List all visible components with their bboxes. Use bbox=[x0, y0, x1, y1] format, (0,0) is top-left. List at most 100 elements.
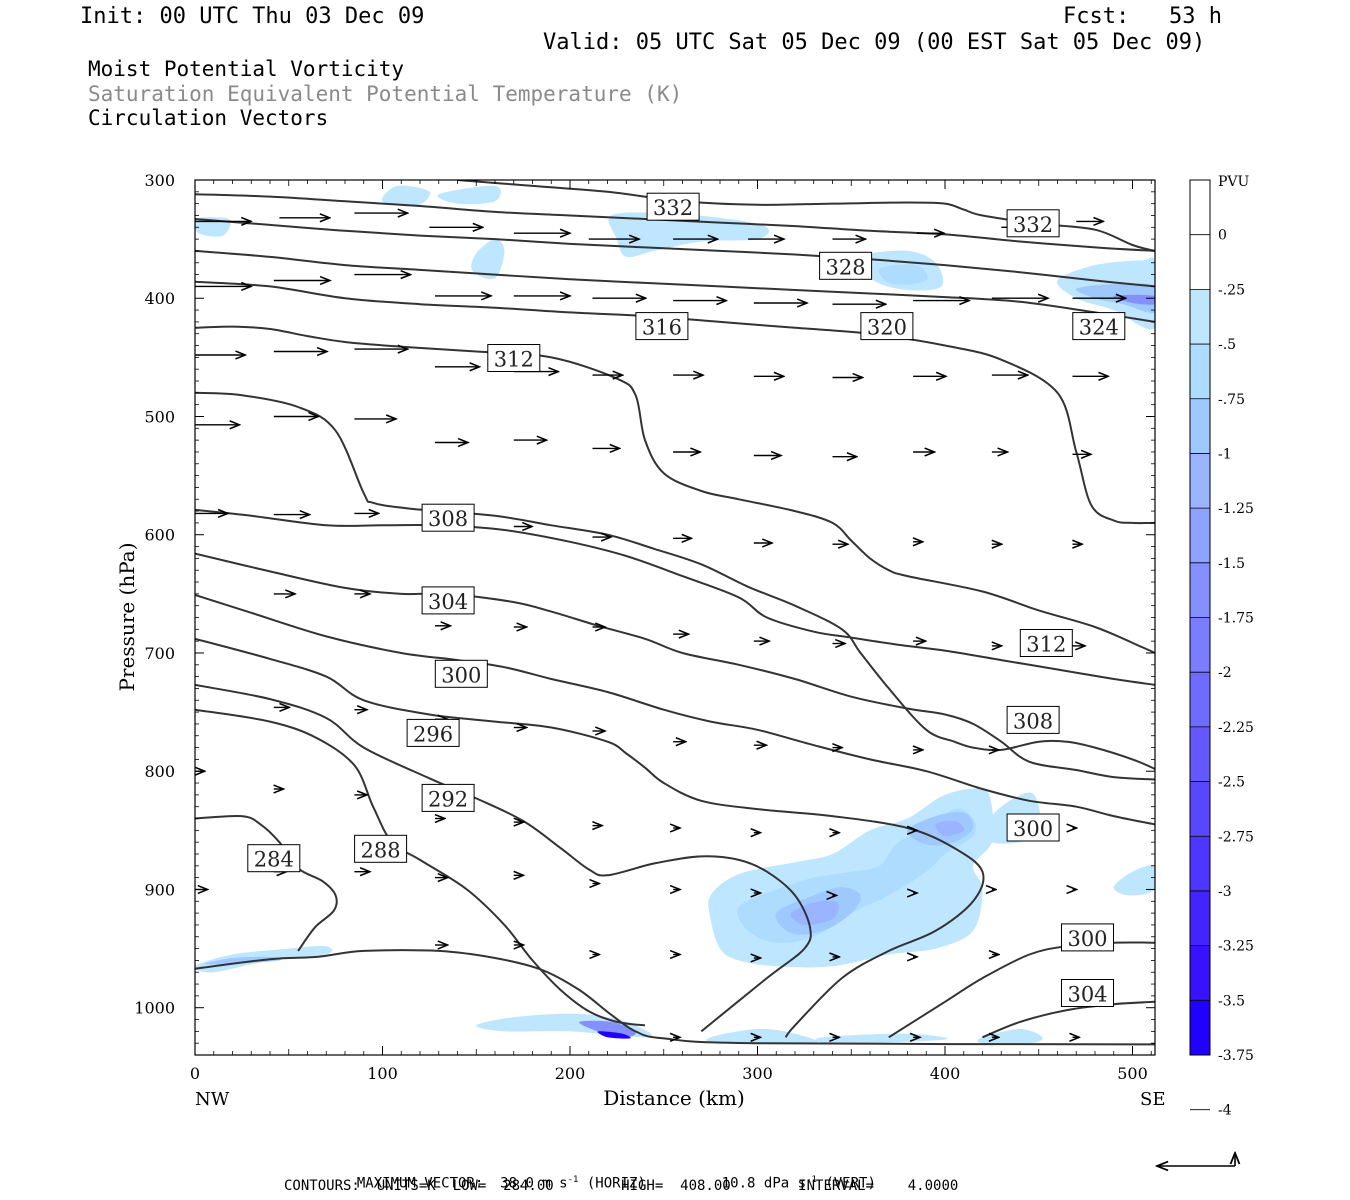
colorbar-swatch bbox=[1190, 781, 1210, 837]
pv-area bbox=[437, 185, 501, 205]
colorbar-tick-label: -2 bbox=[1218, 665, 1232, 681]
max-vector-horiz: 38.0 m s bbox=[500, 1175, 568, 1192]
colorbar-swatch bbox=[1190, 453, 1210, 509]
colorbar-tick-label: -1.5 bbox=[1218, 556, 1245, 572]
colorbar-tick-label: -2.75 bbox=[1218, 829, 1254, 845]
reference-vector-arrow bbox=[1158, 1154, 1235, 1166]
contour-label: 284 bbox=[254, 848, 294, 872]
colorbar-tick-label: -.75 bbox=[1218, 392, 1245, 408]
colorbar-unit: PVU bbox=[1218, 174, 1250, 190]
colorbar-swatch bbox=[1190, 508, 1210, 564]
theta-contour-308 bbox=[195, 508, 1155, 686]
contour-label-box bbox=[819, 251, 873, 280]
pv-area bbox=[381, 185, 431, 207]
axes: 300 400 500 600 700 800 900 1000 0 100 200 300 400 50… bbox=[134, 171, 1155, 1083]
colorbar-swatch bbox=[1190, 562, 1210, 618]
horiz-unit-exponent: -1 bbox=[567, 1175, 579, 1185]
y-axis-title: Pressure (hPa) bbox=[115, 543, 139, 692]
contour-label-box bbox=[421, 503, 475, 532]
contour-label: 288 bbox=[361, 838, 401, 862]
valid-time: Valid: 05 UTC Sat 05 Dec 09 (00 EST Sat … bbox=[543, 30, 1206, 55]
x-tick-label: 400 bbox=[930, 1064, 961, 1083]
contour-label-box bbox=[354, 834, 408, 863]
contour-label: 300 bbox=[1067, 927, 1107, 951]
x-tick-label: 300 bbox=[742, 1064, 773, 1083]
theta-contour-288 bbox=[195, 708, 646, 1027]
contour-label-box bbox=[1072, 312, 1126, 341]
theta-contour-316 bbox=[195, 325, 1155, 654]
pv-area bbox=[878, 264, 928, 285]
contour-label-box bbox=[421, 783, 475, 812]
x-end-label-se: SE bbox=[1140, 1089, 1165, 1110]
field-title-theta-es: Saturation Equivalent Potential Temperat… bbox=[88, 82, 683, 106]
colorbar-swatch bbox=[1190, 672, 1210, 728]
colorbar-swatch bbox=[1190, 1000, 1210, 1056]
colorbar-tick-label: -3.25 bbox=[1218, 939, 1254, 955]
pv-area bbox=[1113, 865, 1155, 896]
contour-label-box bbox=[406, 718, 460, 747]
contour-label: 308 bbox=[428, 507, 468, 531]
contour-label: 300 bbox=[441, 663, 481, 687]
theta-contour-328 bbox=[195, 218, 1155, 288]
y-tick-label: 600 bbox=[144, 526, 175, 545]
contour-label: 300 bbox=[1013, 817, 1053, 841]
x-tick-label: 200 bbox=[555, 1064, 586, 1083]
pv-area bbox=[977, 1029, 1043, 1044]
colorbar-tick-label: -2.25 bbox=[1218, 720, 1254, 736]
theta-contour-300 bbox=[195, 594, 1155, 826]
contour-label: 332 bbox=[653, 196, 693, 220]
contour-label: 312 bbox=[1026, 633, 1066, 657]
colorbar-tick-label: -3 bbox=[1218, 884, 1232, 900]
colorbar-swatch bbox=[1190, 289, 1210, 345]
contour-label-box bbox=[860, 312, 914, 341]
x-tick-label: 100 bbox=[367, 1064, 398, 1083]
horiz-tag: (HORIZ) bbox=[586, 1175, 646, 1192]
colorbar-tick-label: -2.5 bbox=[1218, 775, 1245, 791]
colorbar-tick-label: -1.75 bbox=[1218, 611, 1254, 627]
colorbar-swatch bbox=[1190, 180, 1210, 236]
theta-contour-300 bbox=[888, 941, 1155, 1039]
contour-label-box bbox=[1006, 209, 1060, 238]
contour-label: 332 bbox=[1013, 213, 1053, 237]
pv-area bbox=[815, 1033, 948, 1044]
theta-contour-304 bbox=[195, 552, 1155, 781]
colorbar-swatch bbox=[1190, 890, 1210, 947]
colorbar-swatch bbox=[1190, 617, 1210, 673]
contour-label: 324 bbox=[1079, 316, 1119, 340]
colorbar-tick-label: 0 bbox=[1218, 228, 1227, 244]
contour-label-box bbox=[434, 659, 488, 688]
colorbar-swatch bbox=[1190, 726, 1210, 783]
x-tick-label: 500 bbox=[1117, 1064, 1148, 1083]
y-tick-label: 300 bbox=[144, 171, 175, 190]
contour-label: 328 bbox=[826, 255, 866, 279]
pv-area bbox=[579, 1020, 637, 1038]
y-tick-label: 800 bbox=[144, 762, 175, 781]
colorbar-swatch bbox=[1190, 836, 1210, 892]
forecast-hour: Fcst: 53 h bbox=[1063, 4, 1222, 29]
field-title-vectors: Circulation Vectors bbox=[88, 106, 329, 130]
contour-label-box bbox=[247, 844, 301, 873]
contour-label-box bbox=[1006, 705, 1060, 734]
theta-contour-284 bbox=[195, 949, 1155, 1046]
pv-area bbox=[597, 1031, 631, 1039]
x-tick-label: 0 bbox=[190, 1064, 200, 1083]
y-tick-label: 1000 bbox=[134, 999, 175, 1018]
contour-label: 316 bbox=[642, 316, 682, 340]
colorbar-tick-label: -1.25 bbox=[1218, 501, 1254, 517]
contour-info: CONTOURS: UNITS=K LOW= 284.00 HIGH= 408.… bbox=[284, 1178, 959, 1194]
contour-label: 308 bbox=[1013, 709, 1053, 733]
x-axis-title: Distance (km) bbox=[603, 1086, 745, 1110]
contour-label: 312 bbox=[494, 348, 534, 372]
colorbar-swatch bbox=[1190, 398, 1210, 454]
theta-contour-320 bbox=[195, 280, 1155, 525]
y-tick-label: 400 bbox=[144, 289, 175, 308]
contour-label: 304 bbox=[1067, 983, 1107, 1007]
theta-contour-296 bbox=[195, 637, 985, 1038]
vert-tag: (VERT) bbox=[825, 1175, 876, 1192]
y-tick-label: 900 bbox=[144, 880, 175, 899]
contour-labels: 332 332 328 316 320 324 312 308 304 312 300 296 308 2… bbox=[247, 192, 1126, 1007]
colorbar-tick-label: -3.5 bbox=[1218, 993, 1245, 1009]
theta-contour-292 bbox=[195, 683, 812, 1033]
contour-label: 320 bbox=[867, 316, 907, 340]
